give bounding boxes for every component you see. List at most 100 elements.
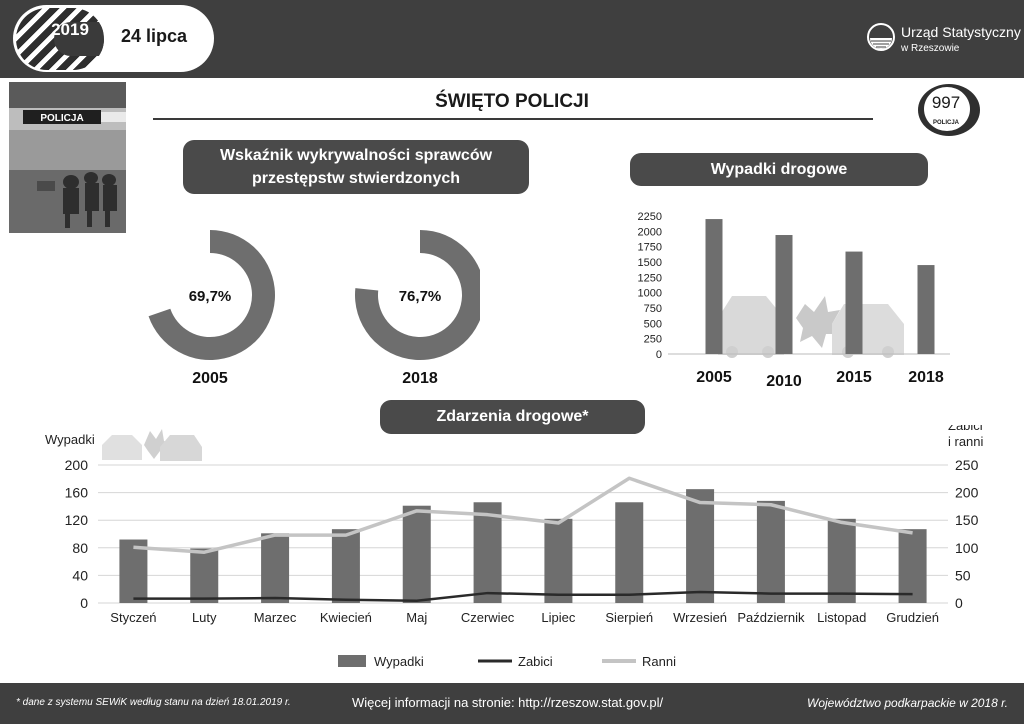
y-tick-label: 250 xyxy=(644,334,662,346)
detection-rate-heading: Wskaźnik wykrywalności sprawców przestęp… xyxy=(183,140,529,194)
date-label: 24 lipca xyxy=(121,26,188,46)
donut-year-label: 2018 xyxy=(402,370,438,387)
year-badge xyxy=(16,8,104,70)
y-tick-label: 120 xyxy=(65,512,89,528)
badge-caption: POLICJA xyxy=(932,120,959,126)
year-badge-inner xyxy=(54,22,104,56)
y2-axis-title-line1: Zabici xyxy=(948,425,983,433)
y-tick-label: 0 xyxy=(656,349,662,361)
bar-Luty xyxy=(190,548,219,603)
series-line-Zabici xyxy=(133,590,913,603)
small-crash-burst-icon xyxy=(144,429,170,459)
x-tick-label: Maj xyxy=(406,610,427,625)
y-tick-label: 160 xyxy=(65,485,89,501)
y2-axis-title-line2: i ranni xyxy=(948,434,984,449)
bar-Grudzień xyxy=(898,529,927,603)
footer-bar: * dane z systemu SEWiK według stanu na d… xyxy=(0,683,1024,724)
bar-Lipiec xyxy=(544,518,573,603)
y-tick-label: 500 xyxy=(644,318,662,330)
y-tick-label: 40 xyxy=(72,567,88,583)
decorative-crash-cars xyxy=(718,296,904,358)
y-tick-label: 1250 xyxy=(638,272,662,284)
footer-region-note: Województwo podkarpackie w 2018 r. xyxy=(807,696,1008,710)
legend-swatch xyxy=(338,655,366,667)
bar-Marzec xyxy=(261,533,290,603)
car-front-icon xyxy=(832,304,904,355)
crashed-car-icon xyxy=(718,296,784,355)
detection-heading-line1: Wskaźnik wykrywalności sprawców xyxy=(219,147,493,164)
y-tick-label: 0 xyxy=(80,595,88,611)
x-tick-label: 2015 xyxy=(836,369,872,386)
bar-Czerwiec xyxy=(473,502,502,603)
y2-tick-label: 50 xyxy=(955,567,971,583)
x-tick-label: Luty xyxy=(192,610,217,625)
bar-Maj xyxy=(402,505,431,603)
x-tick-label: 2005 xyxy=(696,369,732,386)
crash-burst-icon xyxy=(796,296,842,348)
y2-tick-label: 200 xyxy=(955,485,979,501)
road-accidents-heading: Wypadki drogowe xyxy=(630,153,928,186)
bar-Kwiecień xyxy=(331,529,360,603)
y-axis-title: Wypadki xyxy=(45,432,95,447)
photo-sign-text: POLICJA xyxy=(40,113,83,124)
donut-year-label: 2005 xyxy=(192,370,228,387)
x-tick-label: 2018 xyxy=(908,369,944,386)
bar-Styczeń xyxy=(119,539,148,603)
year-label: 2019 xyxy=(51,20,89,39)
y2-tick-label: 100 xyxy=(955,540,979,556)
police-997-badge-inner xyxy=(924,87,970,131)
legend-label: Zabici xyxy=(518,654,553,669)
x-tick-label: Grudzień xyxy=(886,610,939,625)
badge-number: 997 xyxy=(931,93,961,112)
yearly-accidents-chart: 2250 2000 1750 1500 1250 1000 750 500 250 0 2005 20… xyxy=(638,211,950,390)
header-bar: 2019 24 lipca Urząd Statystyczny w Rzesz… xyxy=(0,0,1024,78)
x-tick-label: Lipiec xyxy=(541,610,575,625)
bar-2018 xyxy=(917,265,935,354)
car-wheel-icon xyxy=(726,346,738,358)
statistics-office-logo-icon xyxy=(867,23,895,51)
y-tick-label: 1000 xyxy=(638,288,662,300)
y-tick-label: 1750 xyxy=(638,242,662,254)
y-tick-label: 1500 xyxy=(638,257,662,269)
donut-value-label: 69,7% xyxy=(189,288,232,305)
donut-hole xyxy=(380,255,460,335)
donut-hole xyxy=(170,255,250,335)
x-tick-label: Październik xyxy=(737,610,805,625)
donut-slice-2005 xyxy=(148,230,275,360)
x-tick-label: Styczeń xyxy=(110,610,156,625)
logo-title: Urząd Statystyczny xyxy=(901,24,1021,40)
x-tick-label: Czerwiec xyxy=(461,610,515,625)
detection-donut-charts: 69,7% 2005 76,7% 2018 xyxy=(148,230,480,387)
donut-slice-2018 xyxy=(355,230,480,360)
donut-value-label: 76,7% xyxy=(399,288,442,305)
detection-heading-line2: przestępstw stwierdzonych xyxy=(251,170,461,187)
decorative-small-cars xyxy=(102,429,202,461)
y2-tick-label: 150 xyxy=(955,512,979,528)
police-photo: POLICJA xyxy=(9,82,126,233)
bar-2015 xyxy=(845,251,863,354)
x-tick-label: Kwiecień xyxy=(320,610,372,625)
small-car-icon xyxy=(102,435,142,460)
y-tick-label: 750 xyxy=(644,303,662,315)
x-tick-label: Wrzesień xyxy=(673,610,727,625)
y2-tick-label: 250 xyxy=(955,457,979,473)
y-tick-label: 200 xyxy=(65,457,89,473)
x-tick-label: Marzec xyxy=(254,610,297,625)
small-car-front-icon xyxy=(160,435,202,461)
y-tick-label: 2000 xyxy=(638,226,662,238)
title-divider xyxy=(153,118,873,120)
y-tick-label: 2250 xyxy=(638,211,662,223)
road-events-heading: Zdarzenia drogowe* xyxy=(380,400,645,434)
series-line-Ranni xyxy=(133,476,913,554)
y-tick-label: 80 xyxy=(72,540,88,556)
bar-2005 xyxy=(705,219,723,354)
x-tick-label: 2010 xyxy=(766,373,802,390)
car-wheel-icon xyxy=(762,346,774,358)
bar-Październik xyxy=(756,500,785,603)
bar-2010 xyxy=(775,235,793,354)
legend-label: Wypadki xyxy=(374,654,424,669)
page-title: ŚWIĘTO POLICJI xyxy=(435,91,589,112)
x-tick-label: Sierpień xyxy=(605,610,653,625)
logo-subtitle: w Rzeszowie xyxy=(901,43,960,54)
